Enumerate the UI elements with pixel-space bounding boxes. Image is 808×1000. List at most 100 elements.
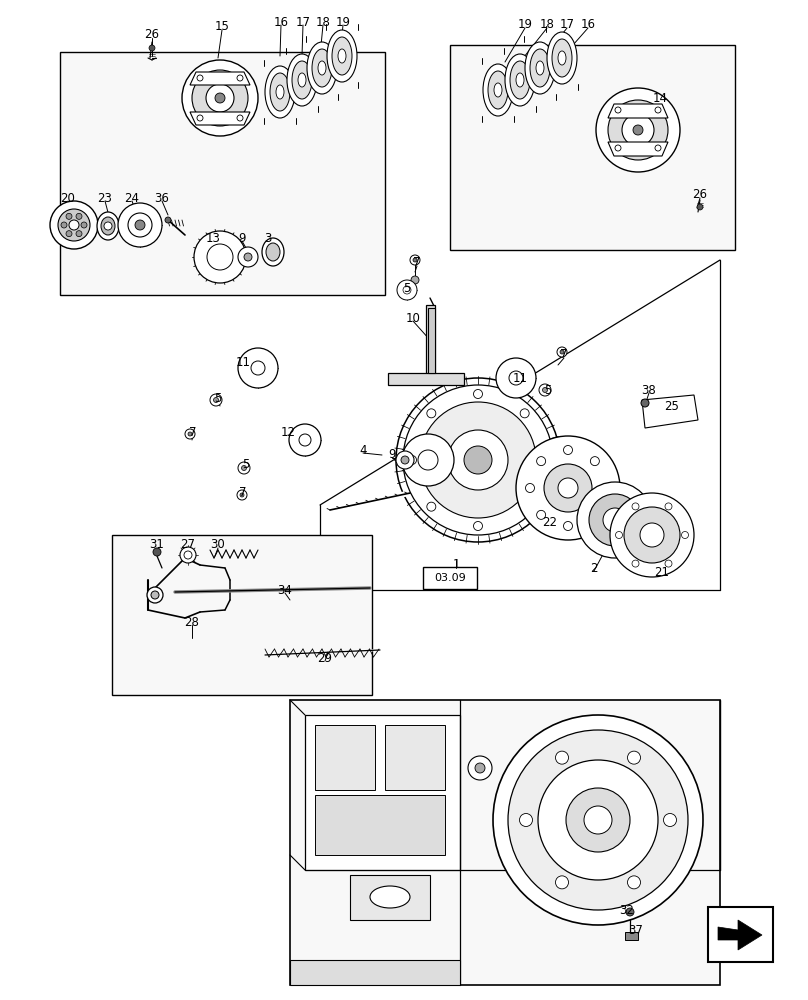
Circle shape xyxy=(238,348,278,388)
Bar xyxy=(305,715,460,870)
Text: 19: 19 xyxy=(335,15,351,28)
Bar xyxy=(428,308,435,373)
Circle shape xyxy=(165,217,171,223)
Circle shape xyxy=(509,371,523,385)
Circle shape xyxy=(407,456,416,464)
Circle shape xyxy=(663,814,676,826)
Text: 18: 18 xyxy=(316,15,330,28)
Circle shape xyxy=(641,399,649,407)
Circle shape xyxy=(681,532,688,538)
Polygon shape xyxy=(190,112,250,125)
Text: 7: 7 xyxy=(560,349,568,361)
Circle shape xyxy=(238,462,250,474)
Ellipse shape xyxy=(536,61,544,75)
Ellipse shape xyxy=(552,39,572,77)
Text: 5: 5 xyxy=(214,391,221,404)
Circle shape xyxy=(558,478,578,498)
Circle shape xyxy=(58,209,90,241)
Text: 32: 32 xyxy=(620,904,634,916)
Polygon shape xyxy=(625,932,638,940)
Bar xyxy=(708,907,773,962)
Circle shape xyxy=(632,560,639,567)
Polygon shape xyxy=(290,700,720,985)
Circle shape xyxy=(244,253,252,261)
Text: 5: 5 xyxy=(545,383,552,396)
Circle shape xyxy=(104,222,112,230)
Text: 21: 21 xyxy=(654,566,670,578)
Text: 25: 25 xyxy=(664,400,680,414)
Ellipse shape xyxy=(318,61,326,75)
Text: 9: 9 xyxy=(238,232,246,244)
Circle shape xyxy=(615,145,621,151)
Circle shape xyxy=(591,457,600,466)
Circle shape xyxy=(185,429,195,439)
Ellipse shape xyxy=(312,49,332,87)
Circle shape xyxy=(151,591,159,599)
Circle shape xyxy=(242,466,246,471)
Bar xyxy=(426,305,435,380)
Circle shape xyxy=(237,115,243,121)
Circle shape xyxy=(584,806,612,834)
Circle shape xyxy=(557,347,567,357)
Circle shape xyxy=(188,432,192,436)
Circle shape xyxy=(496,358,536,398)
Text: 5: 5 xyxy=(242,458,250,472)
Circle shape xyxy=(577,482,653,558)
Bar xyxy=(388,373,464,385)
Circle shape xyxy=(628,876,641,889)
Circle shape xyxy=(197,115,203,121)
Text: 28: 28 xyxy=(184,615,200,629)
Text: 9: 9 xyxy=(389,448,396,462)
Text: 13: 13 xyxy=(205,232,221,244)
Ellipse shape xyxy=(287,54,317,106)
Circle shape xyxy=(402,434,454,486)
Ellipse shape xyxy=(101,217,115,235)
Circle shape xyxy=(616,532,622,538)
Circle shape xyxy=(560,350,564,354)
Text: 14: 14 xyxy=(653,92,667,104)
Circle shape xyxy=(401,456,409,464)
Circle shape xyxy=(542,387,548,392)
Circle shape xyxy=(448,430,508,490)
Ellipse shape xyxy=(292,61,312,99)
Text: 3: 3 xyxy=(264,232,271,244)
Bar xyxy=(315,795,445,855)
Circle shape xyxy=(632,503,639,510)
Circle shape xyxy=(697,204,703,210)
Circle shape xyxy=(147,587,163,603)
Ellipse shape xyxy=(483,64,513,116)
Circle shape xyxy=(50,201,98,249)
Text: 26: 26 xyxy=(145,28,159,41)
Circle shape xyxy=(516,436,620,540)
Polygon shape xyxy=(608,142,668,156)
Circle shape xyxy=(520,502,529,511)
Circle shape xyxy=(66,213,72,219)
Circle shape xyxy=(427,409,436,418)
Circle shape xyxy=(508,730,688,910)
Text: 12: 12 xyxy=(280,426,296,438)
Circle shape xyxy=(589,494,641,546)
Circle shape xyxy=(556,751,569,764)
Circle shape xyxy=(289,424,321,456)
Text: 31: 31 xyxy=(149,538,165,552)
Text: 15: 15 xyxy=(215,20,229,33)
Circle shape xyxy=(213,397,218,402)
Text: 11: 11 xyxy=(235,356,250,368)
Circle shape xyxy=(601,484,611,492)
Circle shape xyxy=(207,244,233,270)
Circle shape xyxy=(397,280,417,300)
Circle shape xyxy=(556,876,569,889)
Circle shape xyxy=(410,255,420,265)
Circle shape xyxy=(215,93,225,103)
Text: 36: 36 xyxy=(154,192,170,205)
Text: 16: 16 xyxy=(273,15,288,28)
Polygon shape xyxy=(60,52,385,295)
Circle shape xyxy=(493,715,703,925)
Circle shape xyxy=(420,402,536,518)
Text: 7: 7 xyxy=(189,426,197,438)
Circle shape xyxy=(563,522,573,530)
Circle shape xyxy=(537,457,545,466)
Circle shape xyxy=(413,258,417,262)
Circle shape xyxy=(566,788,630,852)
Circle shape xyxy=(81,222,87,228)
